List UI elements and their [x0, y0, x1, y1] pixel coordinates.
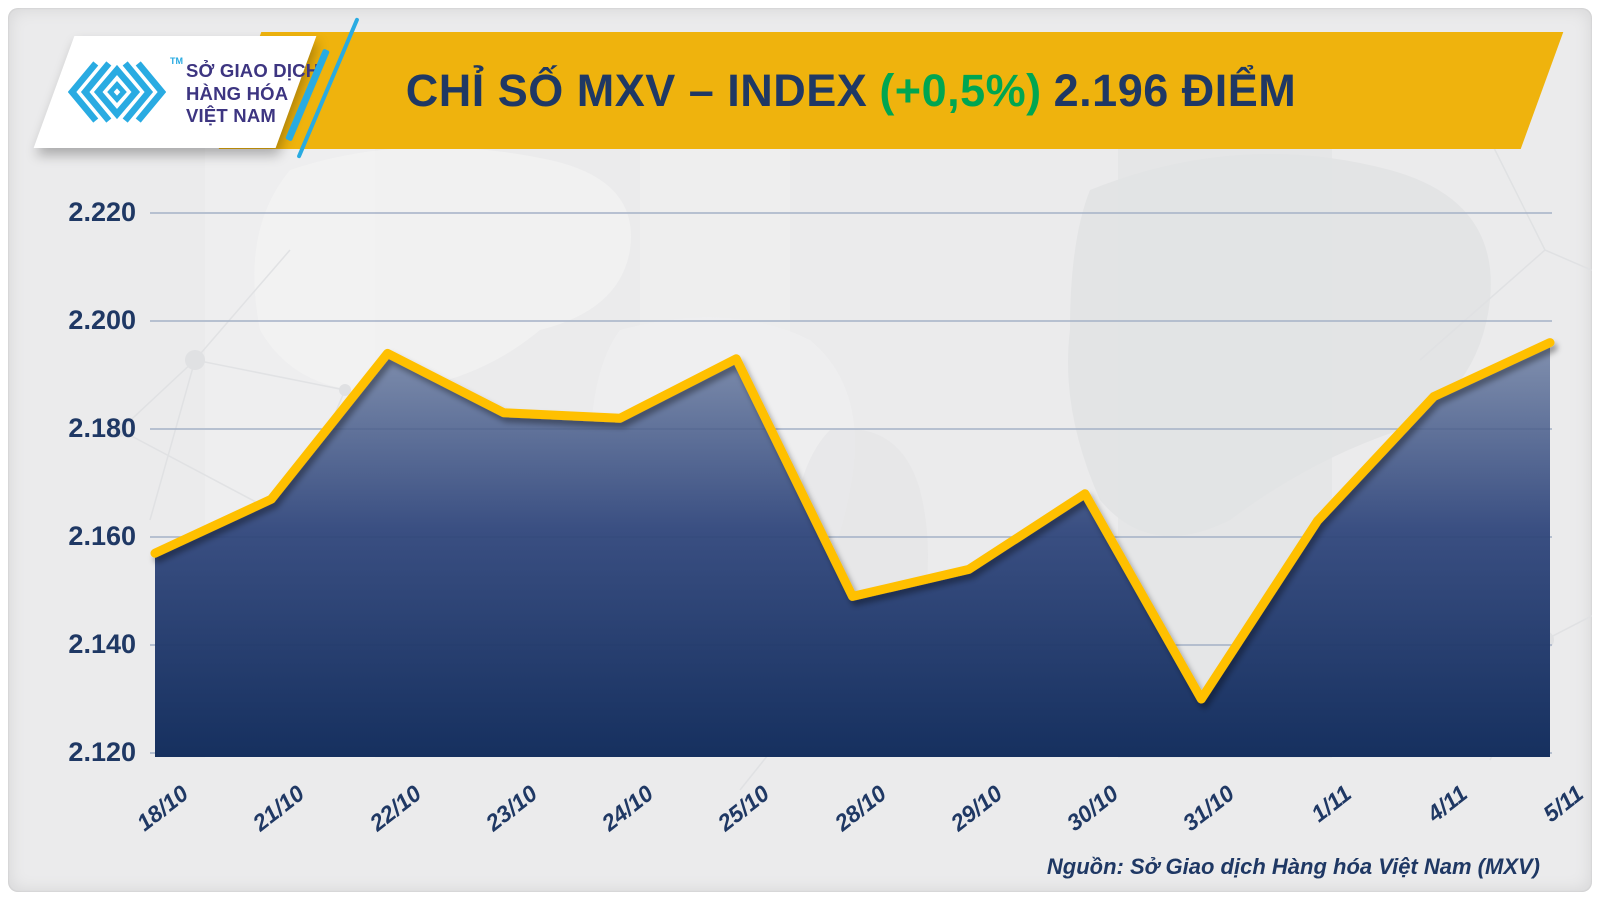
org-line-2: HÀNG HÓA — [186, 82, 289, 104]
title-banner: CHỈ SỐ MXV – INDEX (+0,5%) 2.196 ĐIỂM — [218, 32, 1564, 149]
title-main: CHỈ SỐ MXV – INDEX — [405, 64, 868, 116]
title-index-value: 2.196 ĐIỂM — [1053, 64, 1297, 116]
y-axis-tick-label: 2.180 — [68, 413, 136, 443]
mxv-index-area-chart — [113, 139, 1592, 791]
trademark-label: TM — [170, 56, 183, 66]
mxv-logo-icon — [68, 61, 166, 123]
y-axis-tick-label: 2.220 — [68, 197, 136, 227]
chart-canvas: 2.220 2.200 2.180 2.160 2.140 2.120 18/10 21/1… — [8, 8, 1592, 892]
title-change-percent: (+0,5%) — [879, 64, 1042, 116]
page-title: CHỈ SỐ MXV – INDEX (+0,5%) 2.196 ĐIỂM — [406, 65, 1297, 117]
y-axis-tick-label: 2.160 — [68, 521, 136, 551]
org-line-1: SỞ GIAO DỊCH — [186, 60, 320, 81]
y-axis-tick-label: 2.120 — [68, 737, 136, 767]
y-axis-tick-label: 2.200 — [68, 305, 136, 335]
y-axis-tick-label: 2.140 — [68, 629, 136, 659]
index-area-fill — [155, 342, 1550, 757]
source-note: Nguồn: Sở Giao dịch Hàng hóa Việt Nam (M… — [1046, 854, 1540, 879]
index-line — [150, 338, 1555, 704]
mxv-logo-card: TM SỞ GIAO DỊCH HÀNG HÓA VIỆT NAM — [33, 36, 320, 148]
